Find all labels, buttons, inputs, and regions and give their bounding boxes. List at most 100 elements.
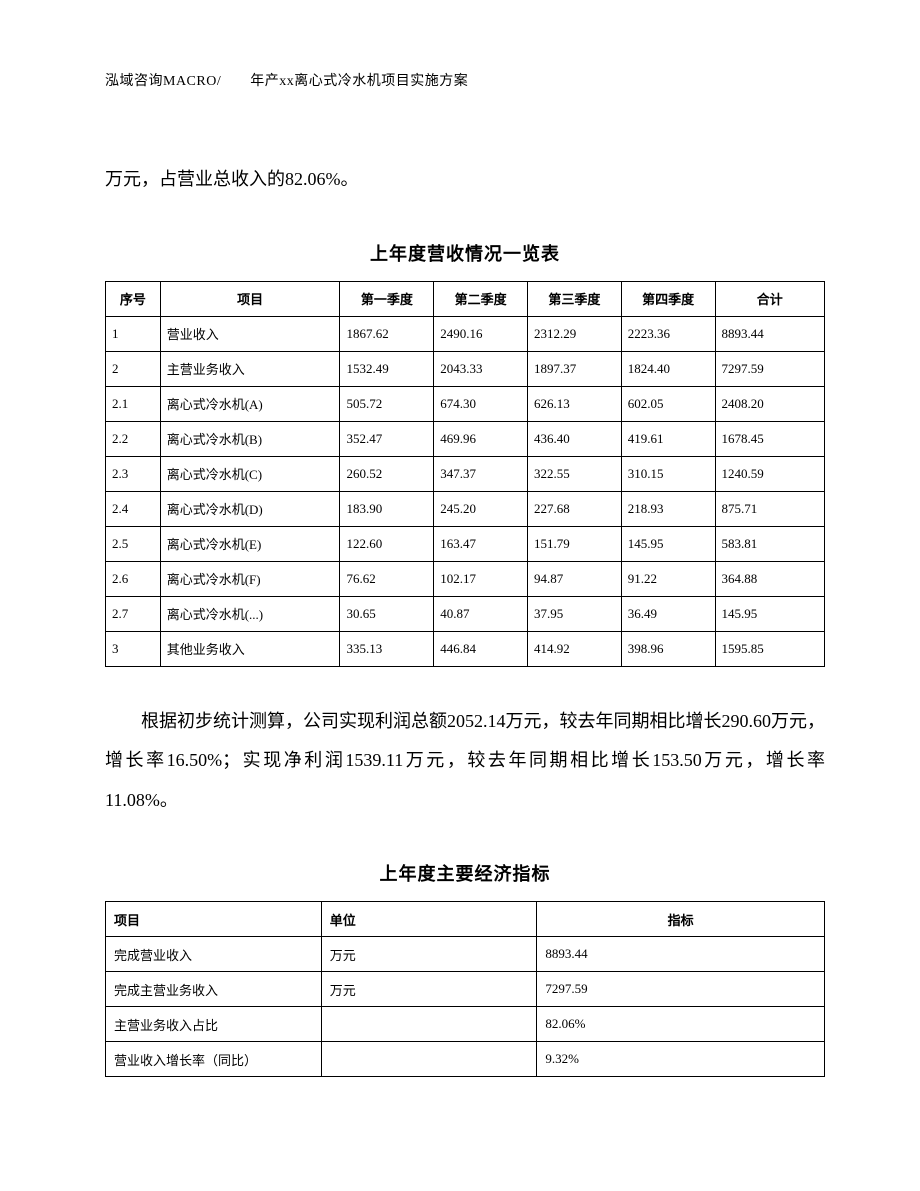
page-header: 泓域咨询MACRO/ 年产xx离心式冷水机项目实施方案	[105, 70, 825, 90]
col-header: 合计	[715, 281, 824, 316]
table-row: 2.3 离心式冷水机(C) 260.52 347.37 322.55 310.1…	[106, 456, 825, 491]
cell: 583.81	[715, 526, 824, 561]
cell: 2.2	[106, 421, 161, 456]
cell: 8893.44	[715, 316, 824, 351]
cell: 145.95	[715, 596, 824, 631]
cell: 37.95	[527, 596, 621, 631]
col-header: 序号	[106, 281, 161, 316]
cell: 626.13	[527, 386, 621, 421]
table-row: 2.4 离心式冷水机(D) 183.90 245.20 227.68 218.9…	[106, 491, 825, 526]
cell: 436.40	[527, 421, 621, 456]
cell: 2490.16	[434, 316, 528, 351]
cell: 122.60	[340, 526, 434, 561]
cell: 营业收入增长率（同比）	[106, 1042, 322, 1077]
cell: 227.68	[527, 491, 621, 526]
cell: 1595.85	[715, 631, 824, 666]
cell: 主营业务收入	[160, 351, 340, 386]
cell: 7297.59	[715, 351, 824, 386]
cell: 102.17	[434, 561, 528, 596]
cell: 40.87	[434, 596, 528, 631]
cell: 1532.49	[340, 351, 434, 386]
cell: 91.22	[621, 561, 715, 596]
cell: 营业收入	[160, 316, 340, 351]
cell: 9.32%	[537, 1042, 825, 1077]
cell: 145.95	[621, 526, 715, 561]
cell: 469.96	[434, 421, 528, 456]
indicator-table: 项目 单位 指标 完成营业收入 万元 8893.44 完成主营业务收入 万元 7…	[105, 901, 825, 1077]
col-header: 指标	[537, 902, 825, 937]
table-header-row: 序号 项目 第一季度 第二季度 第三季度 第四季度 合计	[106, 281, 825, 316]
table-row: 3 其他业务收入 335.13 446.84 414.92 398.96 159…	[106, 631, 825, 666]
cell: 163.47	[434, 526, 528, 561]
cell: 218.93	[621, 491, 715, 526]
cell: 其他业务收入	[160, 631, 340, 666]
table-row: 完成营业收入 万元 8893.44	[106, 937, 825, 972]
table-row: 2.1 离心式冷水机(A) 505.72 674.30 626.13 602.0…	[106, 386, 825, 421]
analysis-paragraph: 根据初步统计测算，公司实现利润总额2052.14万元，较去年同期相比增长290.…	[105, 702, 825, 821]
cell: 245.20	[434, 491, 528, 526]
cell: 674.30	[434, 386, 528, 421]
cell: 离心式冷水机(A)	[160, 386, 340, 421]
cell: 2408.20	[715, 386, 824, 421]
cell: 完成主营业务收入	[106, 972, 322, 1007]
cell: 2	[106, 351, 161, 386]
table-row: 完成主营业务收入 万元 7297.59	[106, 972, 825, 1007]
cell: 36.49	[621, 596, 715, 631]
cell: 94.87	[527, 561, 621, 596]
cell: 30.65	[340, 596, 434, 631]
cell: 2.5	[106, 526, 161, 561]
col-header: 单位	[321, 902, 537, 937]
cell: 2.4	[106, 491, 161, 526]
table-header-row: 项目 单位 指标	[106, 902, 825, 937]
cell: 离心式冷水机(D)	[160, 491, 340, 526]
table-row: 1 营业收入 1867.62 2490.16 2312.29 2223.36 8…	[106, 316, 825, 351]
cell: 离心式冷水机(B)	[160, 421, 340, 456]
table-row: 2.5 离心式冷水机(E) 122.60 163.47 151.79 145.9…	[106, 526, 825, 561]
table2-title: 上年度主要经济指标	[105, 860, 825, 886]
cell: 万元	[321, 972, 537, 1007]
col-header: 第三季度	[527, 281, 621, 316]
cell: 2.6	[106, 561, 161, 596]
cell: 505.72	[340, 386, 434, 421]
cell: 1240.59	[715, 456, 824, 491]
cell: 2043.33	[434, 351, 528, 386]
table-row: 2.6 离心式冷水机(F) 76.62 102.17 94.87 91.22 3…	[106, 561, 825, 596]
cell: 446.84	[434, 631, 528, 666]
cell: 2.3	[106, 456, 161, 491]
table-row: 主营业务收入占比 82.06%	[106, 1007, 825, 1042]
cell: 主营业务收入占比	[106, 1007, 322, 1042]
col-header: 第二季度	[434, 281, 528, 316]
cell: 875.71	[715, 491, 824, 526]
cell: 82.06%	[537, 1007, 825, 1042]
cell: 151.79	[527, 526, 621, 561]
cell: 419.61	[621, 421, 715, 456]
cell: 1824.40	[621, 351, 715, 386]
cell: 260.52	[340, 456, 434, 491]
cell: 2.7	[106, 596, 161, 631]
table-row: 2.2 离心式冷水机(B) 352.47 469.96 436.40 419.6…	[106, 421, 825, 456]
col-header: 第一季度	[340, 281, 434, 316]
intro-paragraph: 万元，占营业总收入的82.06%。	[105, 160, 825, 200]
cell: 完成营业收入	[106, 937, 322, 972]
cell: 76.62	[340, 561, 434, 596]
table1-title: 上年度营收情况一览表	[105, 240, 825, 266]
col-header: 第四季度	[621, 281, 715, 316]
cell: 2312.29	[527, 316, 621, 351]
cell: 1	[106, 316, 161, 351]
table-row: 2.7 离心式冷水机(...) 30.65 40.87 37.95 36.49 …	[106, 596, 825, 631]
cell: 183.90	[340, 491, 434, 526]
cell: 310.15	[621, 456, 715, 491]
cell: 8893.44	[537, 937, 825, 972]
cell: 1678.45	[715, 421, 824, 456]
cell: 2.1	[106, 386, 161, 421]
col-header: 项目	[160, 281, 340, 316]
cell: 347.37	[434, 456, 528, 491]
cell: 398.96	[621, 631, 715, 666]
cell: 万元	[321, 937, 537, 972]
col-header: 项目	[106, 902, 322, 937]
cell: 7297.59	[537, 972, 825, 1007]
cell: 离心式冷水机(E)	[160, 526, 340, 561]
cell: 1867.62	[340, 316, 434, 351]
cell: 3	[106, 631, 161, 666]
cell	[321, 1042, 537, 1077]
